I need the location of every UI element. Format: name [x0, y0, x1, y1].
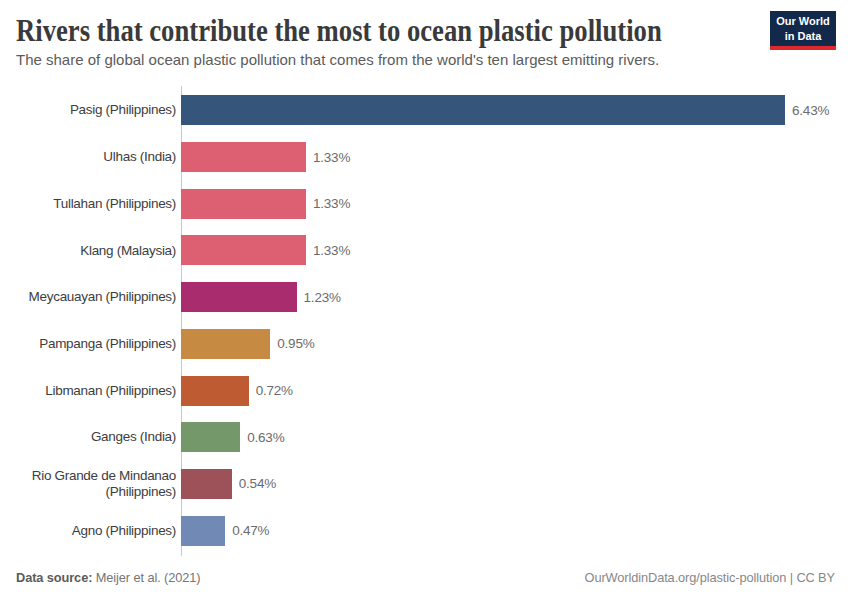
chart-row: Pampanga (Philippines) 0.95%: [0, 321, 850, 368]
bar-label: Pasig (Philippines): [0, 102, 181, 118]
bar-value: 0.95%: [277, 336, 314, 351]
bar-label: Rio Grande de Mindanao (Philippines): [0, 468, 181, 500]
bar[interactable]: [181, 329, 270, 359]
bar-value: 0.72%: [256, 383, 293, 398]
bar[interactable]: [181, 189, 306, 219]
bar-rows: Pasig (Philippines) 6.43% Ulhas (India) 1.3…: [0, 87, 850, 554]
bar-label: Meycauayan (Philippines): [0, 289, 181, 305]
owid-logo-line2: in Data: [770, 29, 836, 43]
bar-value: 0.63%: [247, 430, 284, 445]
bar-value: 0.47%: [232, 523, 269, 538]
bar-label: Ganges (India): [0, 429, 181, 445]
footer-citation: OurWorldinData.org/plastic-pollution | C…: [585, 570, 835, 585]
bar-label: Libmanan (Philippines): [0, 383, 181, 399]
chart-footer: Data source: Meijer et al. (2021) OurWor…: [16, 570, 835, 585]
chart-row: Tullahan (Philippines) 1.33%: [0, 180, 850, 227]
data-source: Data source: Meijer et al. (2021): [16, 570, 200, 585]
chart-row: Pasig (Philippines) 6.43%: [0, 87, 850, 134]
bar-label: Tullahan (Philippines): [0, 196, 181, 212]
bar[interactable]: [181, 235, 306, 265]
chart-subtitle: The share of global ocean plastic pollut…: [16, 51, 659, 68]
owid-logo: Our World in Data: [770, 11, 836, 50]
bar[interactable]: [181, 95, 785, 125]
owid-logo-line1: Our World: [770, 14, 836, 28]
bar-label: Ulhas (India): [0, 149, 181, 165]
chart-row: Ganges (India) 0.63%: [0, 414, 850, 461]
bar[interactable]: [181, 282, 297, 312]
chart-row: Klang (Malaysia) 1.33%: [0, 227, 850, 274]
chart-row: Libmanan (Philippines) 0.72%: [0, 367, 850, 414]
bar-label: Pampanga (Philippines): [0, 336, 181, 352]
bar-value: 1.33%: [313, 150, 350, 165]
bar-value: 1.33%: [313, 243, 350, 258]
chart-row: Meycauayan (Philippines) 1.23%: [0, 274, 850, 321]
bar-value: 1.23%: [304, 290, 341, 305]
data-source-value: Meijer et al. (2021): [92, 570, 200, 585]
chart-page: Rivers that contribute the most to ocean…: [0, 0, 850, 600]
bar-chart: Pasig (Philippines) 6.43% Ulhas (India) 1.3…: [0, 87, 850, 554]
chart-title: Rivers that contribute the most to ocean…: [16, 15, 662, 46]
chart-row: Rio Grande de Mindanao (Philippines) 0.54…: [0, 461, 850, 508]
bar[interactable]: [181, 516, 225, 546]
chart-row: Ulhas (India) 1.33%: [0, 134, 850, 181]
chart-row: Agno (Philippines) 0.47%: [0, 507, 850, 554]
bar[interactable]: [181, 376, 249, 406]
bar-value: 0.54%: [239, 476, 276, 491]
data-source-label: Data source:: [16, 570, 92, 585]
bar[interactable]: [181, 142, 306, 172]
bar-value: 6.43%: [792, 103, 829, 118]
bar-label: Klang (Malaysia): [0, 243, 181, 259]
bar-value: 1.33%: [313, 196, 350, 211]
bar[interactable]: [181, 422, 240, 452]
bar-label: Agno (Philippines): [0, 523, 181, 539]
bar[interactable]: [181, 469, 232, 499]
